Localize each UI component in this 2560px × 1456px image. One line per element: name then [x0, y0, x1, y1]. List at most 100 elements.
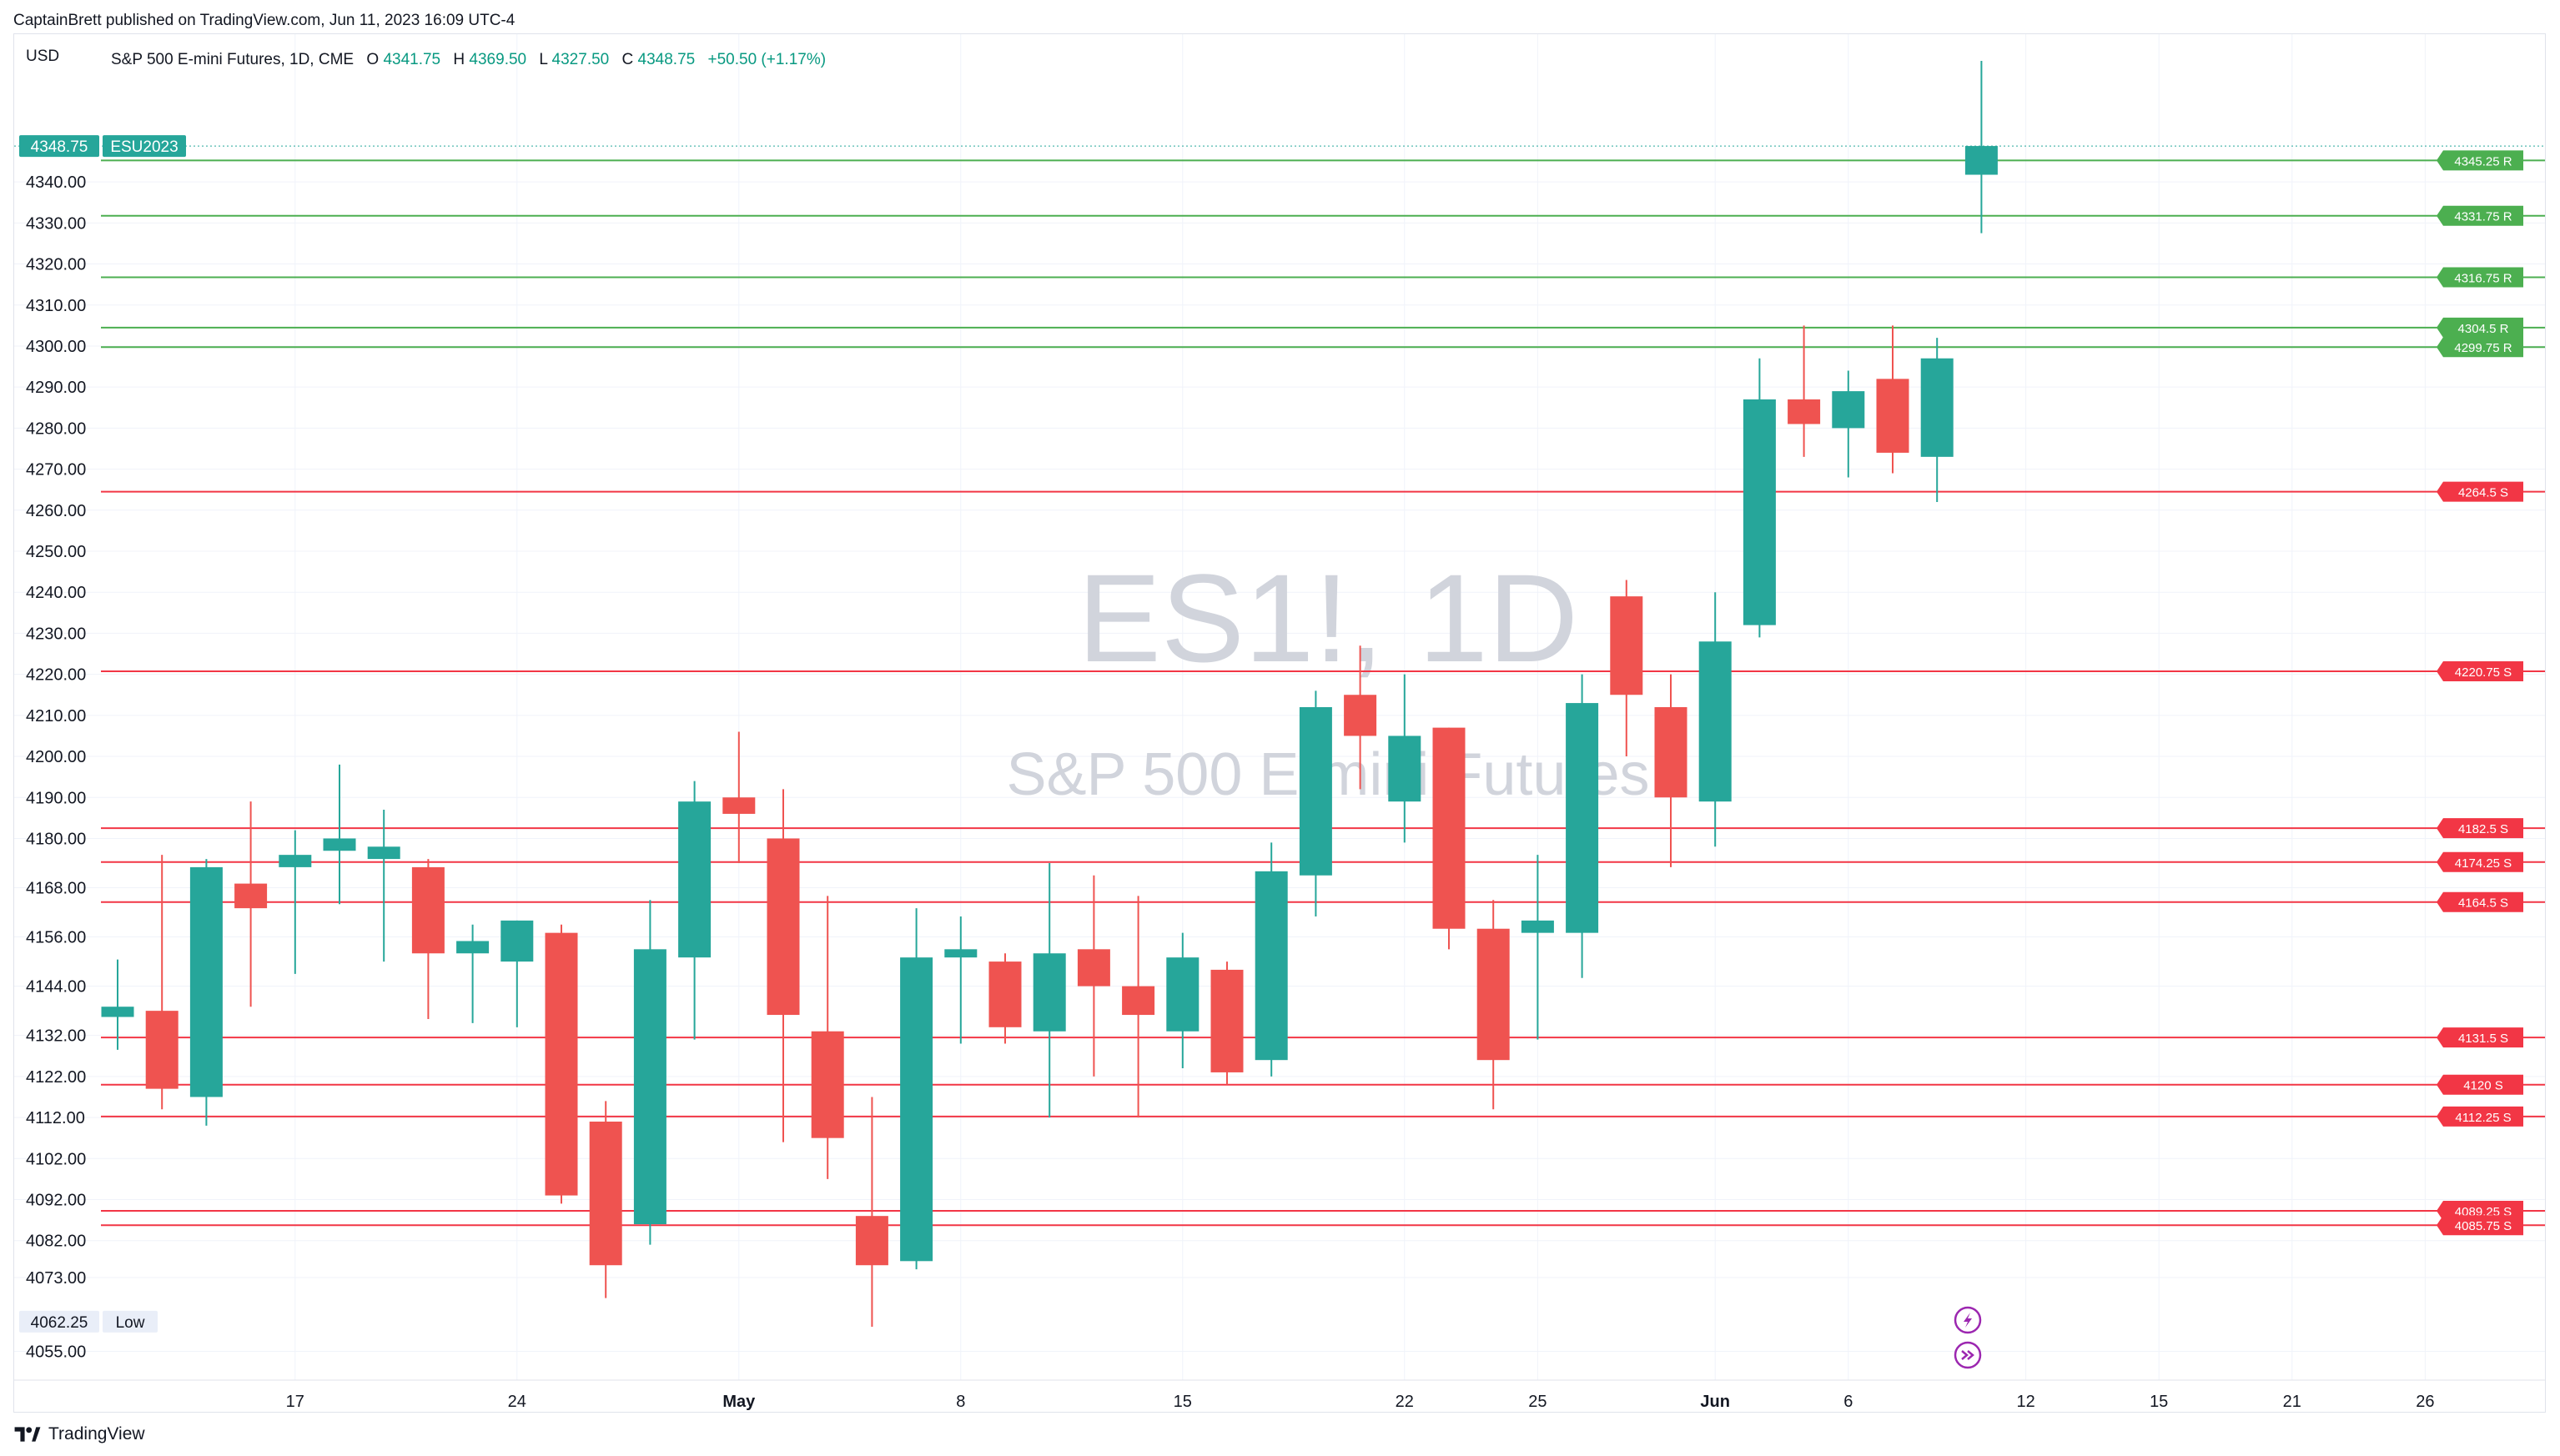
resistance-level-tag	[2437, 317, 2523, 338]
candle-up[interactable]	[1920, 338, 1954, 502]
change-value: +50.50 (+1.17%)	[708, 51, 827, 68]
last-price-badge: 4348.75 ESU2023	[19, 135, 186, 158]
level-lines	[14, 145, 2545, 1227]
time-tick-label: 21	[2283, 1393, 2301, 1411]
price-tick-label: 4144.00	[26, 978, 86, 997]
candle-down[interactable]	[811, 896, 844, 1179]
candle-down[interactable]	[545, 924, 578, 1204]
candle-body	[1876, 379, 1909, 453]
candle-down[interactable]	[1876, 325, 1909, 474]
support-level-label: 4182.5 S	[2458, 822, 2508, 836]
candle-down[interactable]	[1476, 900, 1510, 1110]
candle-down[interactable]	[1610, 580, 1643, 757]
candle-up[interactable]	[1166, 932, 1200, 1069]
candle-body	[1476, 928, 1510, 1061]
candle-up[interactable]	[1698, 592, 1732, 847]
candle-down[interactable]	[855, 1097, 888, 1328]
support-level-label: 4131.5 S	[2458, 1032, 2508, 1046]
candle-down[interactable]	[1077, 875, 1110, 1077]
resistance-level-label: 4316.75 R	[2454, 272, 2512, 286]
lightning-event-icon[interactable]	[1954, 1306, 1982, 1334]
tradingview-brand[interactable]: TradingView	[48, 1424, 145, 1443]
price-tick-label: 4220.00	[26, 666, 86, 685]
time-tick-label: 26	[2416, 1393, 2434, 1411]
candle-up[interactable]	[1388, 674, 1421, 843]
candle-up[interactable]	[323, 764, 356, 905]
price-tick-label: 4330.00	[26, 214, 86, 233]
candle-body	[633, 949, 666, 1225]
resistance-level-label: 4345.25 R	[2454, 154, 2512, 168]
candle-body	[900, 957, 933, 1262]
candle-up[interactable]	[1255, 842, 1288, 1077]
candle-body	[145, 1011, 179, 1089]
support-level-tag	[2437, 481, 2523, 502]
candle-down[interactable]	[411, 859, 445, 1019]
candle-up[interactable]	[456, 924, 490, 1023]
candle-body	[411, 866, 445, 954]
candle-body	[367, 846, 400, 860]
resistance-level-tag	[2437, 205, 2523, 226]
support-level-tag	[2437, 851, 2523, 872]
candle-down[interactable]	[988, 953, 1022, 1044]
candle-up[interactable]	[189, 859, 223, 1126]
candle-body	[1299, 707, 1332, 876]
candle-down[interactable]	[1432, 727, 1466, 950]
candle-up[interactable]	[900, 908, 933, 1270]
candle-up[interactable]	[1299, 690, 1332, 916]
dividend-arrows-event-icon[interactable]	[1954, 1341, 1982, 1369]
candle-up[interactable]	[1566, 674, 1599, 978]
symbol-name: S&P 500 E-mini Futures, 1D, CME	[111, 51, 354, 68]
open-label: O	[366, 51, 379, 68]
candle-down[interactable]	[1122, 896, 1155, 1118]
candle-body	[1654, 707, 1687, 798]
candle-up[interactable]	[944, 916, 978, 1044]
chart-frame[interactable]: ES1!, 1D S&P 500 E-mini Futures 4345.25 …	[13, 33, 2546, 1413]
candle-up[interactable]	[1743, 358, 1776, 638]
close-label: C	[622, 51, 634, 68]
candle-down[interactable]	[1344, 645, 1377, 790]
chart-canvas[interactable]: ES1!, 1D S&P 500 E-mini Futures 4345.25 …	[14, 34, 2545, 1412]
time-tick-label: 15	[1174, 1393, 1192, 1411]
price-tick-label: 4320.00	[26, 256, 86, 274]
candle-up[interactable]	[1832, 370, 1865, 478]
time-tick-label: 15	[2150, 1393, 2168, 1411]
price-tick-label: 4310.00	[26, 297, 86, 315]
candle-down[interactable]	[145, 855, 179, 1110]
tradingview-logo-icon[interactable]	[13, 1424, 42, 1444]
candle-down[interactable]	[1654, 674, 1687, 867]
candle-up[interactable]	[279, 830, 312, 974]
candle-up[interactable]	[1033, 862, 1066, 1118]
candle-body	[101, 1007, 134, 1017]
support-level-tag	[2437, 1106, 2523, 1127]
candle-body	[1832, 391, 1865, 429]
price-tick-label: 4230.00	[26, 625, 86, 643]
candle-up[interactable]	[1964, 60, 1998, 233]
support-level-tag	[2437, 1027, 2523, 1048]
candle-down[interactable]	[767, 789, 800, 1142]
support-level-label: 4085.75 S	[2455, 1219, 2512, 1233]
price-tick-label: 4156.00	[26, 929, 86, 947]
candle-down[interactable]	[234, 801, 268, 1007]
candle-body	[767, 838, 800, 1016]
candle-body	[1788, 399, 1821, 424]
candle-body	[1033, 953, 1066, 1032]
candle-up[interactable]	[367, 810, 400, 962]
support-level-tag	[2437, 1074, 2523, 1095]
candle-up[interactable]	[500, 920, 534, 1027]
candle-body	[944, 949, 978, 958]
candle-up[interactable]	[101, 959, 134, 1050]
candle-body	[1077, 949, 1110, 987]
candle-body	[811, 1031, 844, 1138]
candle-up[interactable]	[1521, 855, 1554, 1040]
candle-body	[545, 932, 578, 1196]
candle-down[interactable]	[1210, 961, 1244, 1085]
candle-up[interactable]	[678, 781, 712, 1040]
low-badge: 4062.25 Low	[19, 1310, 158, 1333]
candle-down[interactable]	[722, 731, 756, 863]
candle-body	[323, 838, 356, 851]
price-tick-label: 4340.00	[26, 173, 86, 192]
candle-down[interactable]	[1788, 325, 1821, 457]
candle-down[interactable]	[589, 1101, 622, 1298]
candle-body	[1210, 969, 1244, 1072]
candle-up[interactable]	[633, 900, 666, 1245]
